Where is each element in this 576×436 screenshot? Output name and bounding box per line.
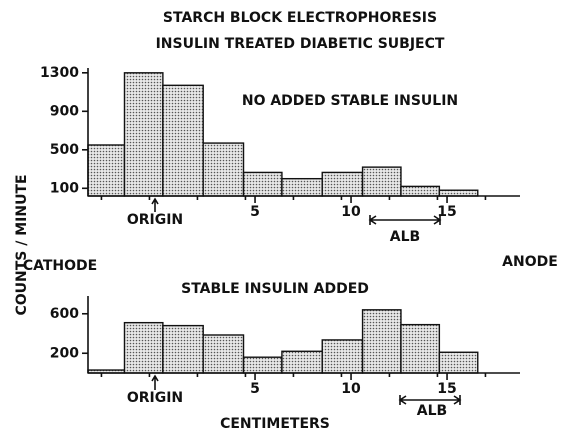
y-tick-label: 1300	[40, 65, 79, 81]
x-tick-label: 15	[437, 381, 456, 397]
subtitle: INSULIN TREATED DIABETIC SUBJECT	[156, 36, 445, 52]
alb-label: ALB	[417, 403, 447, 419]
bar	[123, 72, 164, 197]
x-axis-label: CENTIMETERS	[220, 416, 330, 432]
cathode-label: CATHODE	[23, 258, 97, 274]
origin-arrow	[151, 374, 159, 390]
alb-arrow	[368, 215, 442, 225]
bar	[242, 356, 283, 374]
bar	[281, 177, 323, 197]
anode-label: ANODE	[502, 254, 558, 270]
bar	[162, 324, 204, 374]
title: STARCH BLOCK ELECTROPHORESIS	[163, 10, 437, 26]
bar	[361, 166, 402, 197]
bar	[202, 142, 245, 197]
bar	[438, 189, 479, 197]
bar	[400, 323, 441, 374]
bar	[242, 171, 283, 197]
y-axis-label: COUNTS / MINUTE	[14, 174, 30, 315]
origin-label: ORIGIN	[127, 390, 183, 406]
bar	[400, 185, 441, 197]
x-tick-label: 15	[437, 204, 456, 220]
bar	[438, 351, 479, 374]
bar	[87, 144, 126, 197]
y-tick-label: 100	[50, 180, 79, 196]
alb-label: ALB	[390, 229, 420, 245]
bar	[321, 339, 364, 374]
annotation: STABLE INSULIN ADDED	[181, 281, 369, 297]
x-tick-label: 5	[250, 204, 260, 220]
bar	[202, 334, 245, 374]
x-tick-label: 10	[341, 381, 361, 397]
y-tick-label: 600	[50, 306, 79, 322]
y-tick-label: 900	[50, 103, 79, 119]
bar	[281, 350, 323, 374]
alb-arrow	[398, 395, 462, 405]
annotation: NO ADDED STABLE INSULIN	[242, 93, 458, 109]
bar	[321, 171, 364, 197]
bar	[123, 321, 164, 374]
y-tick-label: 200	[50, 345, 79, 361]
bar	[361, 309, 402, 374]
x-tick-label: 10	[341, 204, 361, 220]
y-tick-label: 500	[50, 142, 79, 158]
origin-arrow	[151, 197, 159, 212]
bar	[162, 84, 204, 197]
origin-label: ORIGIN	[127, 212, 183, 228]
x-tick-label: 5	[250, 381, 260, 397]
